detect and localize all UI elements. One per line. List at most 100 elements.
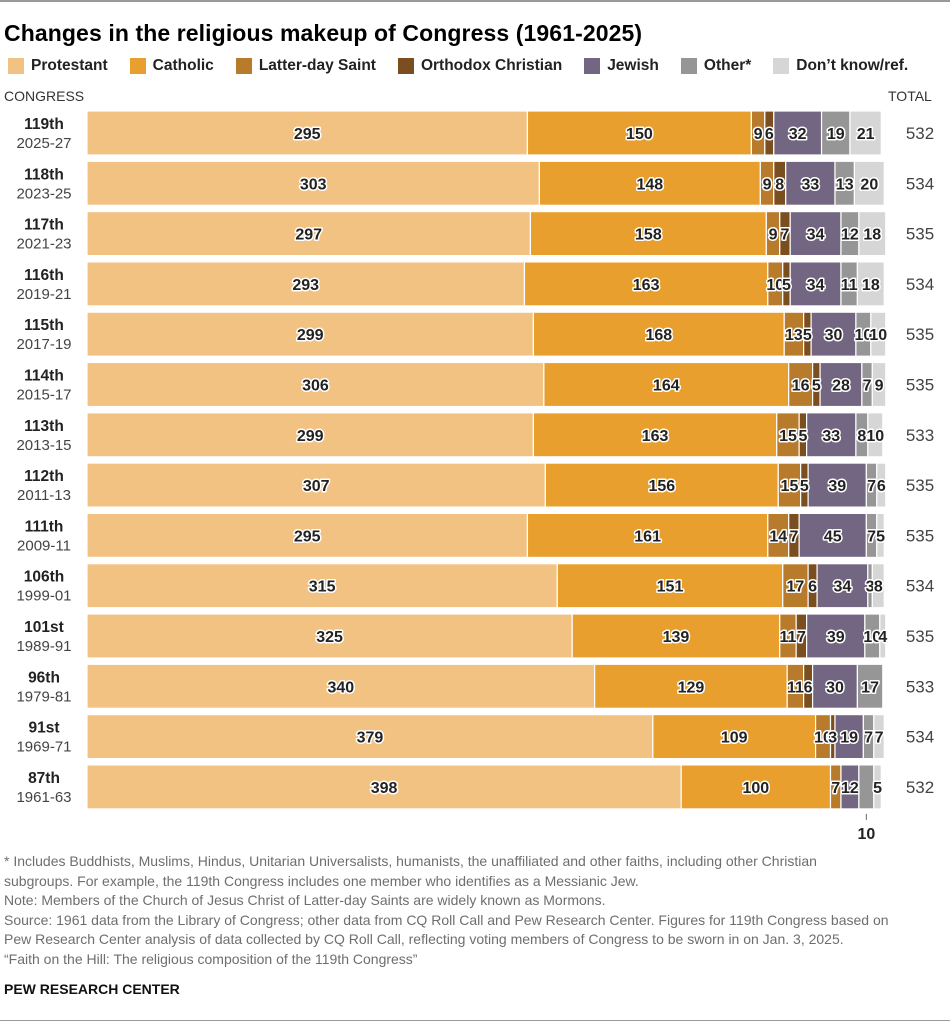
legend-swatch [235, 58, 252, 74]
bar-value-label-orthodox-christian: 6 [804, 679, 813, 696]
bar-value-label-other: 12 [841, 227, 859, 244]
bar-segment-jewish [806, 613, 866, 659]
bar-segment-dont-know [858, 210, 887, 257]
bar-value-label-catholic: 163 [642, 428, 669, 445]
bar-value-label-orthodox-christian: 7 [797, 629, 806, 646]
bar-value-label-orthodox-christian: 5 [782, 277, 791, 294]
bar-segment-jewish [816, 563, 869, 609]
legend-item-latter-day-saint: Latter-day Saint [235, 57, 376, 75]
bar-segment-catholic [571, 613, 781, 659]
bar-value-label-protestant: 299 [297, 428, 324, 445]
bar-segment-dont-know [879, 613, 887, 659]
source-line: Source: 1961 data from the Library of Co… [4, 911, 889, 928]
bar-value-label-jewish: 45 [824, 528, 842, 545]
legend-swatch [129, 58, 146, 74]
bar-segment-protestant [86, 663, 596, 709]
bar-value-label-latter-day-saint: 10 [766, 277, 784, 294]
bar-value-label-dont-know: 18 [863, 227, 881, 244]
legend-label: Other* [703, 57, 752, 74]
bar-value-label-latter-day-saint: 15 [779, 428, 797, 445]
bar-value-label-jewish: 33 [801, 176, 819, 193]
bar-value-label-catholic: 139 [663, 629, 690, 646]
legend-label: Catholic [152, 57, 214, 74]
source-line: Pew Research Center analysis of data col… [4, 931, 844, 947]
row-total-label: 534 [906, 577, 934, 596]
bar-segment-dont-know [867, 412, 884, 458]
bar-value-label-jewish: 34 [807, 277, 825, 294]
total-column-header: TOTAL [888, 88, 932, 104]
row-total-label: 532 [906, 778, 934, 797]
bar-value-label-catholic: 163 [633, 277, 660, 294]
annotation-other-value-label: 10 [857, 826, 875, 840]
bar-value-label-orthodox-christian: 3 [828, 730, 837, 747]
congress-label: 101st [24, 619, 64, 636]
bar-value-label-latter-day-saint: 9 [763, 176, 772, 193]
bar-row: 106th 1999-01 315 151 17 6 34 3 8 534 [16, 563, 934, 609]
congress-years-label: 2017-19 [16, 336, 71, 353]
bar-segment-dont-know [853, 160, 885, 206]
bar-segment-jewish [789, 261, 842, 307]
congress-label: 113th [24, 418, 64, 435]
legend-item-other: Other* [680, 57, 752, 75]
bar-value-label-catholic: 168 [645, 327, 672, 344]
bar-segment-protestant [86, 311, 535, 357]
bar-value-label-latter-day-saint: 14 [769, 528, 787, 545]
bar-segment-other [858, 764, 875, 810]
bar-value-label-other: 7 [864, 730, 873, 747]
congress-label: 116th [24, 267, 64, 284]
bar-value-label-catholic: 148 [637, 176, 664, 193]
row-total-label: 535 [906, 627, 934, 646]
bar-value-label-catholic: 100 [743, 780, 770, 797]
bar-segment-dont-know [876, 462, 887, 508]
row-total-label: 535 [906, 526, 934, 545]
congress-years-label: 1999-01 [16, 588, 71, 605]
bar-segment-dont-know [870, 311, 887, 357]
bar-value-label-latter-day-saint: 10 [814, 730, 832, 747]
legend-label: Protestant [31, 57, 108, 74]
bar-segment-jewish [811, 663, 858, 709]
bar-segment-dont-know [849, 110, 882, 156]
congress-label: 114th [24, 368, 64, 385]
bar-segment-dont-know [873, 764, 882, 810]
bar-value-label-dont-know: 9 [875, 378, 884, 395]
bar-value-label-orthodox-christian: 6 [808, 579, 817, 596]
bar-segment-protestant [86, 563, 558, 609]
bar-value-label-other: 3 [866, 579, 875, 596]
bar-value-label-orthodox-christian: 5 [803, 327, 812, 344]
bar-segment-catholic [532, 311, 785, 357]
congress-years-label: 2015-17 [16, 387, 71, 404]
congress-label: 112th [24, 468, 64, 485]
bar-value-label-protestant: 315 [309, 579, 336, 596]
bar-segment-protestant [86, 361, 545, 408]
congress-years-label: 1979-81 [16, 688, 71, 705]
legend-swatch [680, 58, 697, 74]
bar-segment-protestant [86, 613, 573, 659]
chart-title: Changes in the religious makeup of Congr… [4, 20, 643, 46]
row-total-label: 534 [906, 174, 934, 193]
bar-value-label-orthodox-christian: 5 [812, 378, 821, 395]
bar-value-label-protestant: 299 [297, 327, 324, 344]
bar-value-label-protestant: 306 [302, 378, 329, 395]
bottom-rule [0, 1020, 950, 1021]
bar-segment-catholic [529, 210, 767, 257]
bar-value-label-other: 10 [854, 327, 872, 344]
row-total-label: 534 [906, 275, 934, 294]
bar-value-label-other: 10 [863, 629, 881, 646]
bar-segment-jewish [807, 462, 867, 508]
bar-segment-dont-know [871, 361, 887, 408]
bar-row: 117th 2021-23 297 158 9 7 34 12 18 535 [16, 210, 934, 257]
legend-swatch [8, 58, 24, 74]
bar-value-label-jewish: 34 [834, 579, 852, 596]
bar-segment-dont-know [856, 261, 885, 307]
bar-value-label-dont-know: 6 [877, 478, 886, 495]
bar-value-label-orthodox-christian: 8 [775, 176, 784, 193]
bar-segment-protestant [86, 512, 529, 558]
footnotes: * Includes Buddhists, Muslims, Hindus, U… [4, 852, 944, 969]
bar-segment-other [856, 663, 884, 709]
bar-row: 101st 1989-91 325 139 11 7 39 104 535 [16, 613, 934, 659]
bar-row: 112th 2011-13 307 156 15 5 39 7 6 535 [17, 462, 934, 508]
bar-segment-catholic [652, 713, 817, 760]
bar-segment-catholic [532, 412, 778, 458]
